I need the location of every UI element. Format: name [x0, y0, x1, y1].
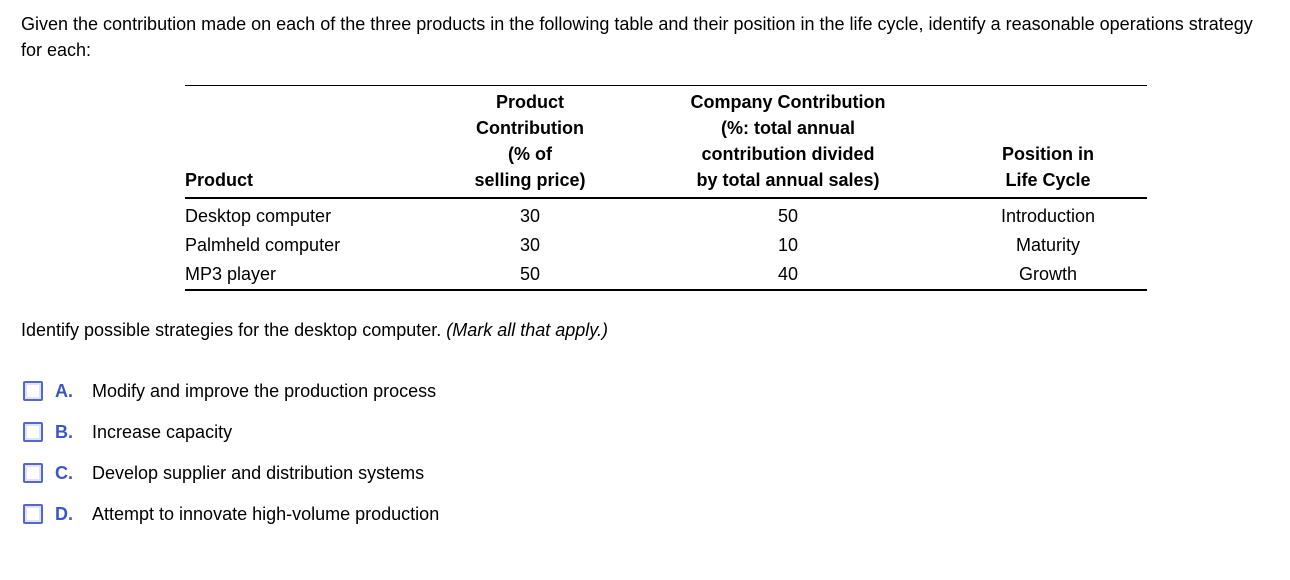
cell-product-name: Desktop computer — [185, 206, 332, 226]
cell-product-name: Palmheld computer — [185, 235, 341, 255]
cell-company-contribution: 40 — [777, 264, 799, 284]
option-label: Modify and improve the production proces… — [92, 380, 437, 401]
table-row: MP3 player 50 40 Growth — [185, 260, 1147, 290]
prompt-text: Identify possible strategies for the des… — [21, 320, 442, 340]
option-letter: A. — [55, 380, 73, 401]
column-header-product: Product — [185, 85, 433, 199]
table-header-row: Product Product Contribution (% of selli… — [185, 85, 1147, 199]
column-header-product-contribution: Product Contribution (% of selling price… — [433, 85, 627, 199]
cell-life-cycle: Growth — [1018, 264, 1078, 284]
question-intro: Given the contribution made on each of t… — [21, 14, 1253, 60]
option-checkbox-a[interactable] — [23, 381, 43, 401]
answer-options: A. Modify and improve the production pro… — [23, 381, 1290, 524]
option-row-a[interactable]: A. Modify and improve the production pro… — [23, 381, 1290, 401]
cell-product-contribution: 50 — [519, 264, 541, 284]
table-row: Desktop computer 30 50 Introduction — [185, 198, 1147, 231]
option-row-c[interactable]: C. Develop supplier and distribution sys… — [23, 463, 1290, 483]
cell-company-contribution: 10 — [777, 235, 799, 255]
option-letter: D. — [55, 503, 73, 524]
cell-life-cycle: Maturity — [1015, 235, 1080, 255]
column-header-company-contribution: Company Contribution (%: total annual co… — [627, 85, 949, 199]
option-label: Increase capacity — [92, 421, 233, 442]
table-row: Palmheld computer 30 10 Maturity — [185, 231, 1147, 260]
contribution-table: Product Product Contribution (% of selli… — [185, 85, 1147, 291]
cell-company-contribution: 50 — [777, 206, 799, 226]
prompt-note: (Mark all that apply.) — [446, 320, 608, 340]
option-checkbox-b[interactable] — [23, 422, 43, 442]
option-letter: B. — [55, 421, 73, 442]
option-label: Develop supplier and distribution system… — [92, 462, 425, 483]
option-label: Attempt to innovate high-volume producti… — [92, 503, 440, 524]
cell-product-contribution: 30 — [519, 206, 541, 226]
option-row-b[interactable]: B. Increase capacity — [23, 422, 1290, 442]
column-header-product-line: Product — [185, 170, 254, 190]
option-row-d[interactable]: D. Attempt to innovate high-volume produ… — [23, 504, 1290, 524]
cell-product-contribution: 30 — [519, 235, 541, 255]
option-checkbox-d[interactable] — [23, 504, 43, 524]
question-prompt: Identify possible strategies for the des… — [21, 319, 1290, 341]
cell-life-cycle: Introduction — [1000, 206, 1096, 226]
column-header-life-cycle: Position in Life Cycle — [949, 85, 1147, 199]
option-letter: C. — [55, 462, 73, 483]
cell-product-name: MP3 player — [185, 264, 277, 284]
option-checkbox-c[interactable] — [23, 463, 43, 483]
